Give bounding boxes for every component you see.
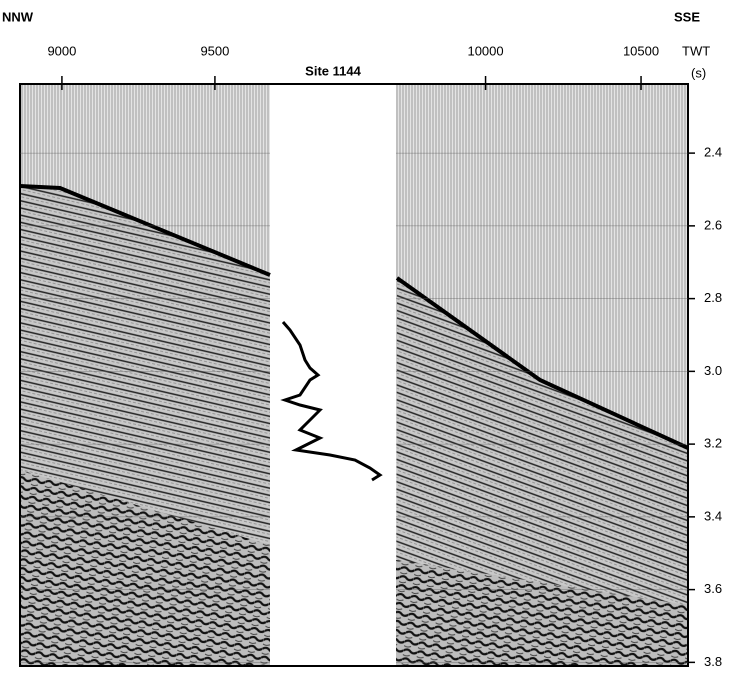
log-curve	[280, 321, 383, 482]
left-label: NNW	[2, 9, 34, 24]
y-tick-label: 2.8	[704, 290, 722, 305]
right-label: SSE	[674, 9, 700, 24]
x-tick-label: 9000	[47, 43, 76, 58]
seismic-image	[19, 84, 689, 666]
y-tick-label: 3.0	[704, 363, 722, 378]
x-tick-label: 10000	[467, 43, 503, 58]
y-tick-label: 3.8	[704, 654, 722, 669]
y-tick-label: 2.6	[704, 217, 722, 232]
chart-title: Site 1144	[305, 63, 361, 78]
frame	[19, 83, 689, 667]
x-tick-label: 9500	[200, 43, 229, 58]
x-tick-label: 10500	[623, 43, 659, 58]
y-tick-label: 2.4	[704, 145, 722, 160]
y-tick-label: 3.2	[704, 436, 722, 451]
y-axis-label: TWT	[682, 43, 710, 58]
y-axis-unit: (s)	[691, 65, 706, 80]
y-tick-label: 3.4	[704, 508, 722, 523]
y-tick-label: 3.6	[704, 581, 722, 596]
